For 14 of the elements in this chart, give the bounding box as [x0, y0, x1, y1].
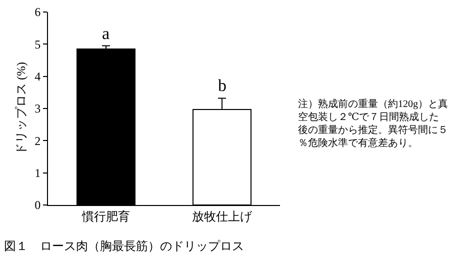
y-tick-label: 0	[34, 198, 41, 212]
y-tick-label: 6	[34, 5, 41, 20]
y-tick-label: 1	[34, 166, 41, 180]
x-tick-label: 放牧仕上げ	[192, 209, 253, 224]
annotation: a	[102, 24, 110, 43]
text: 図１ ロース肉（胸最長筋）のドリップロス	[4, 239, 244, 253]
x-tick-label: 慣行肥育	[81, 209, 130, 224]
annotation: b	[218, 76, 226, 95]
y-tick-label: 5	[34, 37, 41, 52]
y-tick-label: 2	[34, 134, 41, 148]
y-tick-label: 4	[34, 70, 41, 84]
text: 注）熟成前の重量（約120g）と真空包装し２℃で７日間熟成した後の重量から推定。異符号間に５％危険水準で有意差あり。	[298, 98, 448, 149]
y-tick-label: 3	[34, 102, 41, 116]
y-axis-title: ドリップロス (%)	[14, 62, 28, 155]
